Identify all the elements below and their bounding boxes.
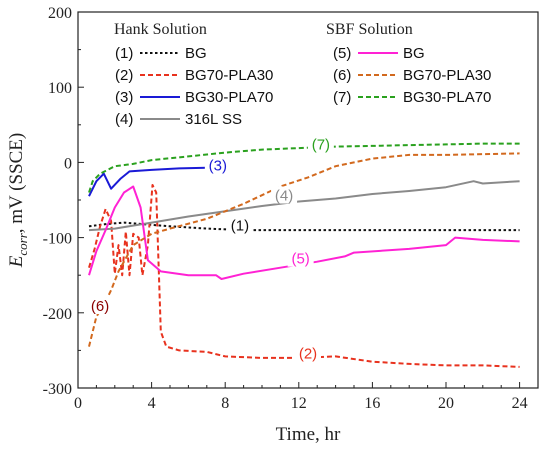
series-annotation: (3) [209, 157, 227, 174]
legend-number-4: (4) [115, 111, 133, 128]
x-tick-label: 12 [291, 395, 307, 412]
x-tick-label: 0 [74, 395, 82, 412]
series-line-5 [88, 185, 520, 280]
series-line-1 [88, 221, 520, 232]
annotation-background [307, 135, 334, 153]
y-axis-label-units: , mV (SSCE) [6, 133, 27, 233]
series-annotation: (7) [312, 136, 330, 153]
legend-name-7: BG30-PLA70 [403, 89, 491, 106]
series-annotations: (1) (2) (3) (4) (5) (6) (7) [87, 135, 334, 362]
axis-ticks: 0 4 8 12 16 20 24 200 100 0 -100 -200 -300 [43, 5, 528, 412]
legend-number-7: (7) [333, 89, 351, 106]
x-tick-label: 24 [512, 395, 528, 412]
y-axis-label-symbol: E [6, 255, 27, 268]
x-axis-label: Time, hr [276, 424, 341, 445]
annotation-background [271, 186, 298, 204]
y-tick-label: 200 [48, 5, 72, 22]
legend: Hank Solution SBF Solution (1) BG (2) BG70-… [114, 21, 491, 128]
series-line-3 [88, 166, 207, 197]
x-tick-label: 4 [148, 395, 156, 412]
legend-name-4: 316L SS [185, 111, 242, 128]
annotation-background [87, 297, 114, 315]
legend-number-2: (2) [115, 67, 133, 84]
legend-number-5: (5) [333, 45, 351, 62]
x-tick-label: 20 [438, 395, 454, 412]
legend-name-6: BG70-PLA30 [403, 67, 491, 84]
series-line-2 [88, 184, 520, 368]
x-tick-label: 8 [221, 395, 229, 412]
x-tick-label: 16 [364, 395, 380, 412]
legend-number-6: (6) [333, 67, 351, 84]
y-tick-label: -300 [43, 381, 72, 398]
annotation-background [287, 249, 314, 267]
series-annotation: (4) [275, 187, 293, 204]
y-tick-label: -100 [43, 231, 72, 248]
annotation-background [204, 156, 231, 174]
legend-heading-sbf: SBF Solution [326, 21, 413, 38]
legend-number-1: (1) [115, 45, 133, 62]
y-tick-label: 0 [64, 155, 72, 172]
series-annotation: (6) [91, 298, 109, 315]
series-line-4 [88, 180, 520, 232]
series-line-6 [88, 152, 520, 347]
series-annotation: (2) [299, 345, 317, 362]
legend-number-3: (3) [115, 89, 133, 106]
legend-name-1: BG [185, 45, 207, 62]
legend-name-3: BG30-PLA70 [185, 89, 273, 106]
y-axis-label: Ecorr, mV (SSCE) [6, 133, 30, 268]
annotation-background [295, 344, 321, 362]
y-tick-label: -200 [43, 306, 72, 323]
y-tick-label: 100 [48, 80, 72, 97]
annotation-background [226, 216, 253, 234]
series-lines [88, 142, 520, 368]
legend-name-5: BG [403, 45, 425, 62]
legend-name-2: BG70-PLA30 [185, 67, 273, 84]
series-annotation: (5) [291, 251, 309, 268]
series-line-7 [88, 142, 520, 193]
y-axis-label-subscript: corr [15, 232, 30, 255]
legend-heading-hank: Hank Solution [114, 21, 207, 38]
series-annotation: (1) [231, 218, 249, 235]
